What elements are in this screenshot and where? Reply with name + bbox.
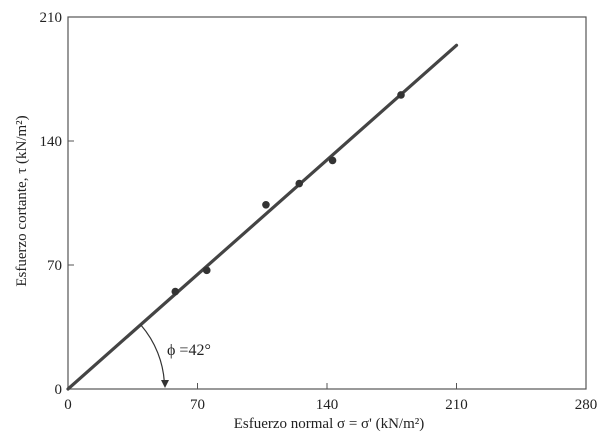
- plot-frame: [67, 16, 587, 390]
- angle-arrowhead: [161, 380, 169, 388]
- data-point: [397, 91, 405, 99]
- y-tick-label: 210: [40, 10, 63, 26]
- y-tick-labels: 0 70 140 210: [40, 10, 63, 398]
- axis-ticks: [67, 16, 587, 390]
- x-tick-labels: 0 70 140 210 280: [64, 397, 597, 413]
- data-point: [262, 200, 270, 209]
- data-point: [171, 287, 180, 296]
- x-tick-label: 210: [445, 397, 468, 413]
- x-tick-label: 70: [190, 397, 205, 413]
- x-tick-label: 280: [575, 397, 598, 413]
- y-tick-label: 0: [55, 382, 63, 398]
- failure-envelope-line: [66, 43, 459, 391]
- x-tick-label: 140: [316, 397, 339, 413]
- data-point: [328, 156, 337, 165]
- data-point: [295, 179, 304, 188]
- x-tick-label: 0: [64, 397, 72, 413]
- friction-angle-label: ϕ =42°: [167, 342, 211, 359]
- x-axis-label: Esfuerzo normal σ = σ' (kN/m²): [234, 416, 425, 432]
- y-tick-label: 70: [47, 258, 62, 274]
- angle-arc: [140, 324, 166, 386]
- data-points: [171, 91, 405, 296]
- data-point: [202, 266, 211, 275]
- y-axis-label: Esfuerzo cortante, τ (kN/m²): [14, 115, 30, 286]
- y-tick-label: 140: [40, 134, 63, 150]
